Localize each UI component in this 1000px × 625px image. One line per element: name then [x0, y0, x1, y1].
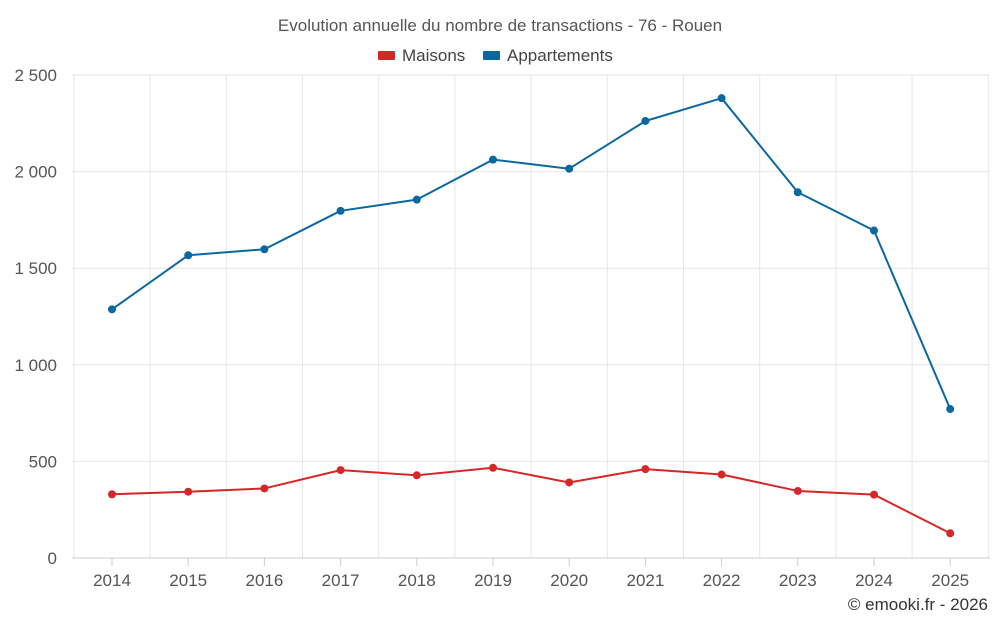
data-point-appartements[interactable] — [184, 251, 193, 260]
x-tick-label: 2016 — [245, 571, 283, 590]
legend-label-appartements[interactable]: Appartements — [507, 46, 613, 65]
x-tick-label: 2021 — [626, 571, 664, 590]
series-line-maisons — [111, 466, 951, 535]
x-tick-label: 2015 — [169, 571, 207, 590]
data-point-maisons[interactable] — [717, 470, 726, 479]
data-point-maisons[interactable] — [946, 529, 955, 538]
x-tick-label: 2022 — [703, 571, 741, 590]
x-tick-label: 2018 — [398, 571, 436, 590]
data-point-appartements[interactable] — [108, 305, 116, 314]
data-point-appartements[interactable] — [336, 206, 345, 215]
credit-label: © emooki.fr - 2026 — [848, 595, 988, 614]
x-tick-label: 2024 — [855, 571, 893, 590]
x-axis: 2014 2015 2016 2017 2018 2019 2020 2021 2022 2023… — [72, 557, 990, 590]
data-point-appartements[interactable] — [870, 226, 878, 235]
y-tick-label: 2 000 — [14, 163, 57, 182]
chart-title: Evolution annuelle du nombre de transact… — [278, 16, 722, 35]
data-point-maisons[interactable] — [489, 463, 497, 472]
data-point-maisons[interactable] — [108, 490, 116, 499]
data-point-maisons[interactable] — [184, 487, 193, 496]
x-tick-label: 2020 — [550, 571, 588, 590]
data-point-appartements[interactable] — [489, 155, 497, 164]
grid — [72, 74, 990, 558]
data-point-appartements[interactable] — [565, 164, 574, 173]
series-line-appartements — [111, 97, 952, 410]
data-point-appartements[interactable] — [793, 188, 802, 197]
legend-label-maisons[interactable]: Maisons — [402, 46, 465, 65]
data-point-appartements[interactable] — [641, 116, 650, 125]
y-tick-label: 2 500 — [14, 66, 57, 85]
data-point-maisons[interactable] — [260, 484, 269, 493]
legend: Maisons Appartements — [378, 46, 613, 65]
data-point-appartements[interactable] — [717, 94, 726, 103]
series-maisons — [108, 463, 955, 538]
y-axis: 0 500 1 000 1 500 2 000 2 500 — [14, 66, 57, 568]
y-tick-label: 500 — [29, 452, 57, 471]
data-point-maisons[interactable] — [793, 486, 802, 495]
x-tick-label: 2014 — [93, 571, 131, 590]
data-point-maisons[interactable] — [870, 490, 878, 499]
x-tick-label: 2023 — [779, 571, 817, 590]
x-tick-label: 2017 — [322, 571, 360, 590]
x-tick-label: 2025 — [931, 571, 969, 590]
legend-swatch-maisons — [378, 51, 395, 60]
y-tick-label: 1 000 — [14, 356, 57, 375]
y-tick-label: 0 — [48, 549, 57, 568]
data-point-maisons[interactable] — [565, 478, 574, 487]
y-tick-label: 1 500 — [14, 259, 57, 278]
data-point-maisons[interactable] — [641, 465, 650, 474]
legend-swatch-appartements — [483, 51, 500, 60]
series-appartements — [108, 94, 955, 414]
data-point-appartements[interactable] — [260, 245, 269, 254]
x-tick-label: 2019 — [474, 571, 512, 590]
data-point-appartements[interactable] — [946, 405, 955, 414]
data-point-appartements[interactable] — [412, 195, 421, 204]
data-point-maisons[interactable] — [336, 466, 345, 475]
data-point-maisons[interactable] — [412, 471, 421, 480]
series — [108, 94, 955, 538]
